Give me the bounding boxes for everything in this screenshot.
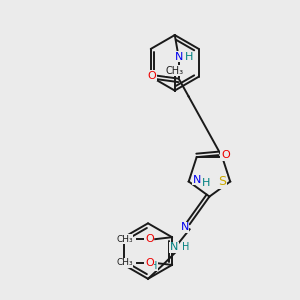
Text: H: H — [184, 52, 193, 62]
Text: N: N — [169, 242, 178, 252]
Text: O: O — [221, 150, 230, 160]
Text: H: H — [150, 261, 158, 271]
Text: S: S — [218, 175, 226, 188]
Text: O: O — [148, 71, 156, 81]
Text: CH₃: CH₃ — [116, 235, 133, 244]
Text: N: N — [181, 222, 189, 232]
Text: H: H — [182, 242, 189, 252]
Text: N: N — [193, 175, 201, 184]
Text: O: O — [145, 258, 154, 268]
Text: CH₃: CH₃ — [166, 66, 184, 76]
Text: CH₃: CH₃ — [116, 258, 133, 267]
Text: N: N — [175, 52, 183, 62]
Text: H: H — [202, 178, 211, 188]
Text: O: O — [145, 234, 154, 244]
